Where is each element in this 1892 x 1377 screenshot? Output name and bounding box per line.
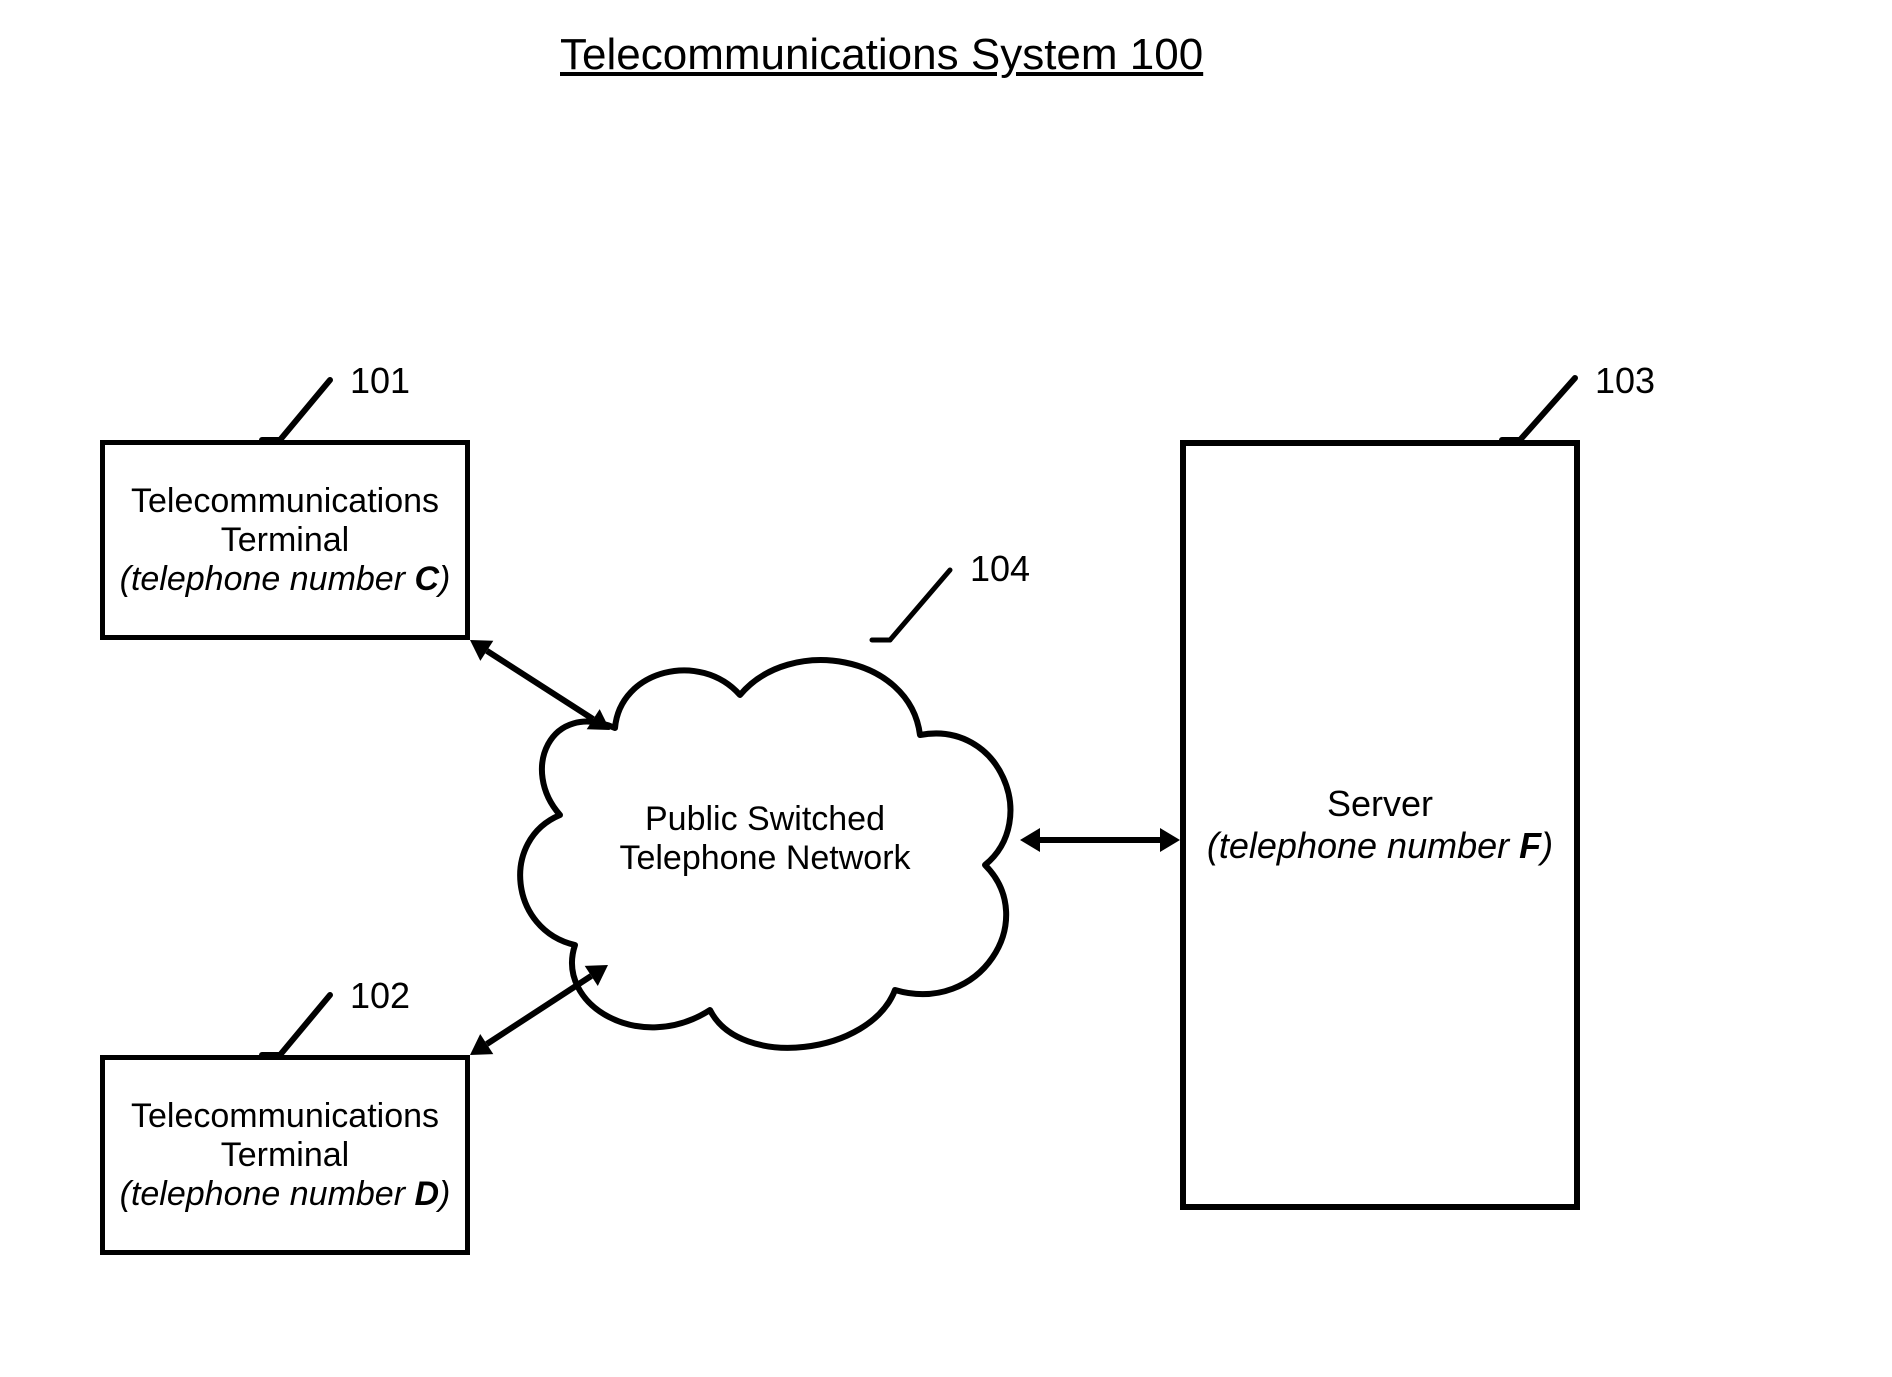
cloud-label: Public Switched Telephone Network <box>605 800 925 878</box>
cloud-ref: 104 <box>970 548 1030 590</box>
terminal-1-line1: Telecommunications <box>131 482 439 521</box>
terminal-2-ref: 102 <box>350 975 410 1017</box>
terminal-1-line2: Terminal <box>221 521 349 560</box>
diagram-canvas: Telecommunications System 100 Telecommun… <box>0 0 1892 1377</box>
terminal-1-line3: (telephone number C) <box>120 560 451 599</box>
terminal-2-line3: (telephone number D) <box>120 1175 451 1214</box>
server-box: Server (telephone number F) <box>1180 440 1580 1210</box>
diagram-title: Telecommunications System 100 <box>560 30 1203 80</box>
terminal-2-line1: Telecommunications <box>131 1097 439 1136</box>
terminal-1-box: Telecommunications Terminal (telephone n… <box>100 440 470 640</box>
cloud-line1: Public Switched <box>605 800 925 839</box>
server-line2: (telephone number F) <box>1207 825 1553 867</box>
cloud-line2: Telephone Network <box>605 839 925 878</box>
server-ref: 103 <box>1595 360 1655 402</box>
terminal-2-box: Telecommunications Terminal (telephone n… <box>100 1055 470 1255</box>
terminal-1-ref: 101 <box>350 360 410 402</box>
server-line1: Server <box>1327 783 1433 825</box>
terminal-2-line2: Terminal <box>221 1136 349 1175</box>
